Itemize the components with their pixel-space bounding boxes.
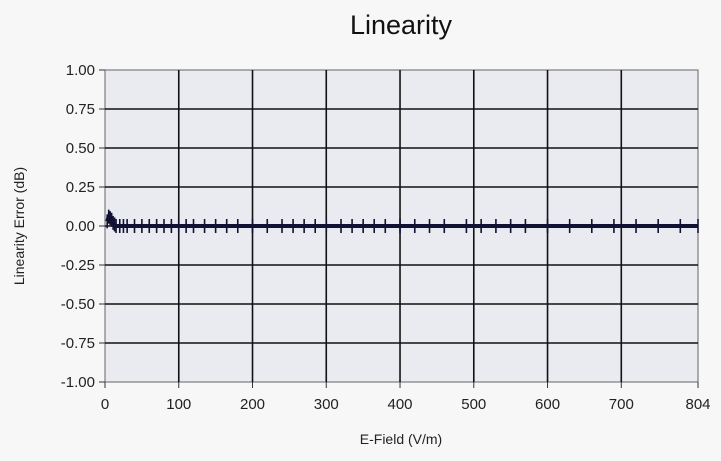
y-axis-label: Linearity Error (dB) <box>11 167 27 285</box>
x-tick-label: 600 <box>535 396 560 413</box>
series-line <box>105 214 698 228</box>
y-tick-label: -1.00 <box>61 374 95 391</box>
x-tick-label: 500 <box>461 396 486 413</box>
x-tick-label: 400 <box>388 396 413 413</box>
x-tick-label: 700 <box>609 396 634 413</box>
y-tick-label: 0.25 <box>66 179 95 196</box>
y-tick-label: 0.75 <box>66 101 95 118</box>
grid-layer <box>105 70 698 382</box>
series-layer <box>105 214 698 228</box>
y-tick-label: 0.00 <box>66 218 95 235</box>
y-tick-label: 0.50 <box>66 140 95 157</box>
chart-title: Linearity <box>350 10 453 40</box>
y-tick-label: -0.25 <box>61 257 95 274</box>
y-tick-label: -0.50 <box>61 296 95 313</box>
x-tick-label: 0 <box>101 396 109 413</box>
marker-layer <box>106 209 699 233</box>
y-tick-label: -0.75 <box>61 335 95 352</box>
axes-layer: 0 100 200 300 400 500 600 700 804 1.00 0.75 0.50 0.2… <box>61 62 711 413</box>
x-axis-label: E-Field (V/m) <box>360 431 442 447</box>
x-tick-label: 200 <box>240 396 265 413</box>
x-tick-label: 100 <box>166 396 191 413</box>
x-tick-label: 804 <box>685 396 710 413</box>
x-tick-label: 300 <box>314 396 339 413</box>
y-tick-label: 1.00 <box>66 62 95 79</box>
